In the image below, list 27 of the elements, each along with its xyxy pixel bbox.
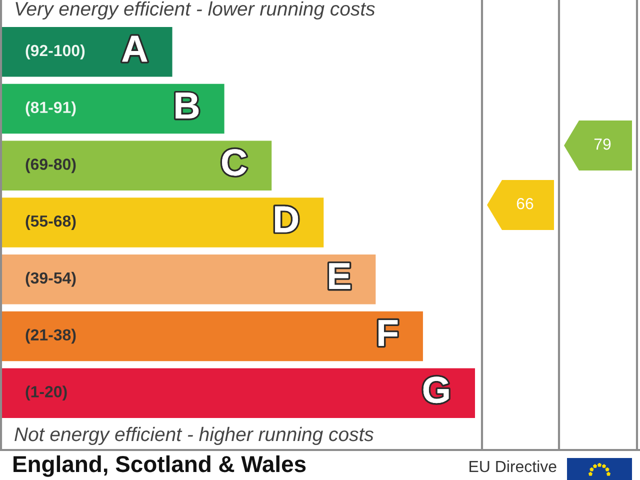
annotation: (39-54) [26,272,76,287]
text: 66 [516,198,534,210]
bar [2,198,324,248]
annotation: (55-68) [26,215,76,230]
y-tick-label: E [329,263,350,290]
y-tick-label: A [122,36,148,62]
y-tick-label: B [176,92,199,118]
bar [2,254,376,304]
annotation: (81-91) [26,101,76,116]
bar [2,140,272,191]
annotation: (92-100) [26,44,85,60]
annotation: (1-20) [26,386,67,401]
annotation: Not energy efficient - higher running costs [14,426,374,446]
bar [2,84,224,134]
bar [2,27,172,77]
y-tick-label: G [423,376,449,404]
bar [2,311,423,362]
text: England, Scotland & Wales [14,455,306,477]
y-tick-label: D [275,206,298,232]
annotation: Very energy efficient - lower running costs [16,1,375,20]
annotation: (21-38) [26,328,76,344]
y-tick-label: F [378,320,398,346]
text: 79 [594,138,611,150]
annotation: (69-80) [26,158,76,174]
bar [2,368,475,418]
y-tick-label: C [222,149,247,176]
text: EU Directive [470,460,556,472]
